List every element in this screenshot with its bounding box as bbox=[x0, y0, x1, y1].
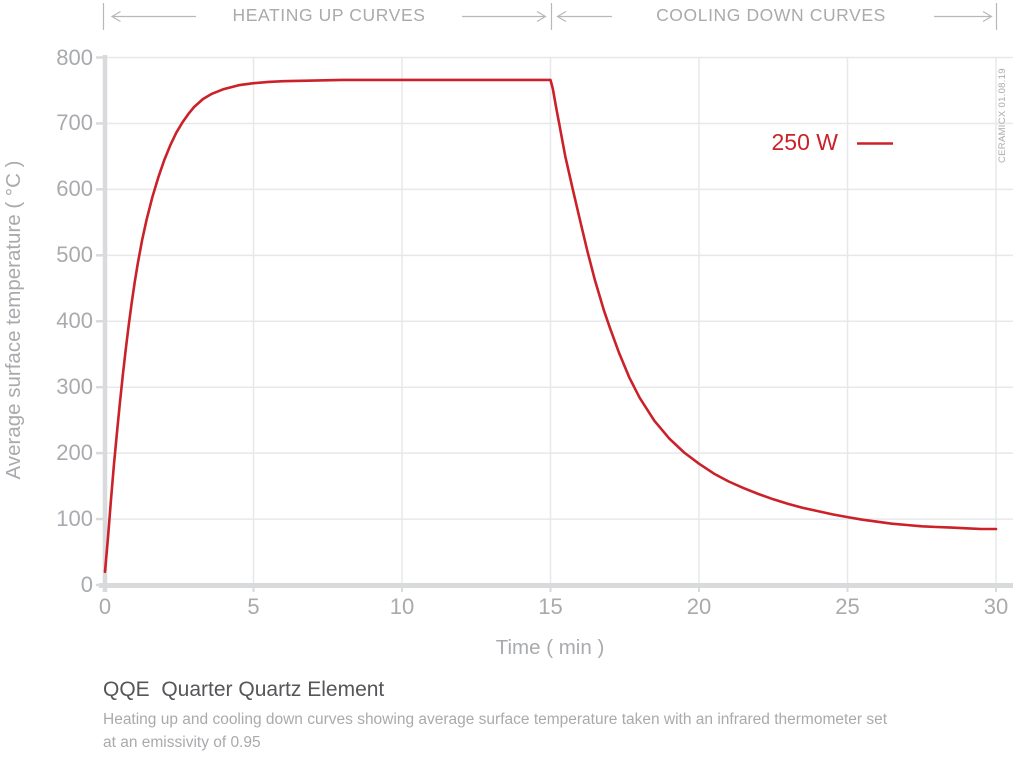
y-axis-title: Average surface temperature ( °C ) bbox=[2, 160, 25, 480]
y-tick-label: 300 bbox=[56, 374, 93, 400]
x-tick-label: 5 bbox=[247, 594, 260, 619]
watermark: CERAMICX 01.08.19 bbox=[997, 68, 1008, 163]
x-tick-label: 30 bbox=[983, 594, 1009, 619]
section-arrow-head bbox=[110, 10, 121, 23]
figure-subtitle: Heating up and cooling down curves showi… bbox=[103, 708, 887, 754]
section-arrow-head bbox=[536, 10, 547, 23]
figure-subtitle-line: Heating up and cooling down curves showi… bbox=[103, 711, 888, 728]
y-tick-label: 100 bbox=[56, 506, 93, 532]
x-tick-label: 15 bbox=[538, 594, 563, 619]
temperature-curve-250w bbox=[103, 78, 998, 574]
y-tick-label: 0 bbox=[80, 572, 93, 597]
section-arrow-head bbox=[556, 10, 567, 23]
y-tick-label: 800 bbox=[56, 44, 93, 70]
x-axis-title: Time ( min ) bbox=[495, 636, 605, 659]
legend-label-250w: 250 W bbox=[771, 129, 838, 155]
x-tick-label: 0 bbox=[98, 594, 112, 619]
y-tick-label: 600 bbox=[56, 176, 93, 202]
y-tick-label: 500 bbox=[56, 242, 93, 268]
y-tick-label: 400 bbox=[56, 308, 93, 334]
x-tick-label: 20 bbox=[686, 594, 712, 619]
section-label-cooling: COOLING DOWN CURVES bbox=[656, 5, 886, 25]
x-tick-label: 25 bbox=[835, 594, 860, 619]
y-tick-label: 700 bbox=[56, 110, 93, 136]
figure-subtitle-line: at an emissivity of 0.95 bbox=[103, 734, 261, 751]
section-label-heating: HEATING UP CURVES bbox=[232, 5, 426, 25]
x-tick-label: 10 bbox=[389, 594, 415, 619]
section-arrow-head bbox=[982, 10, 993, 23]
figure-title: QQE Quarter Quartz Element bbox=[103, 678, 385, 701]
y-tick-label: 200 bbox=[56, 440, 93, 466]
